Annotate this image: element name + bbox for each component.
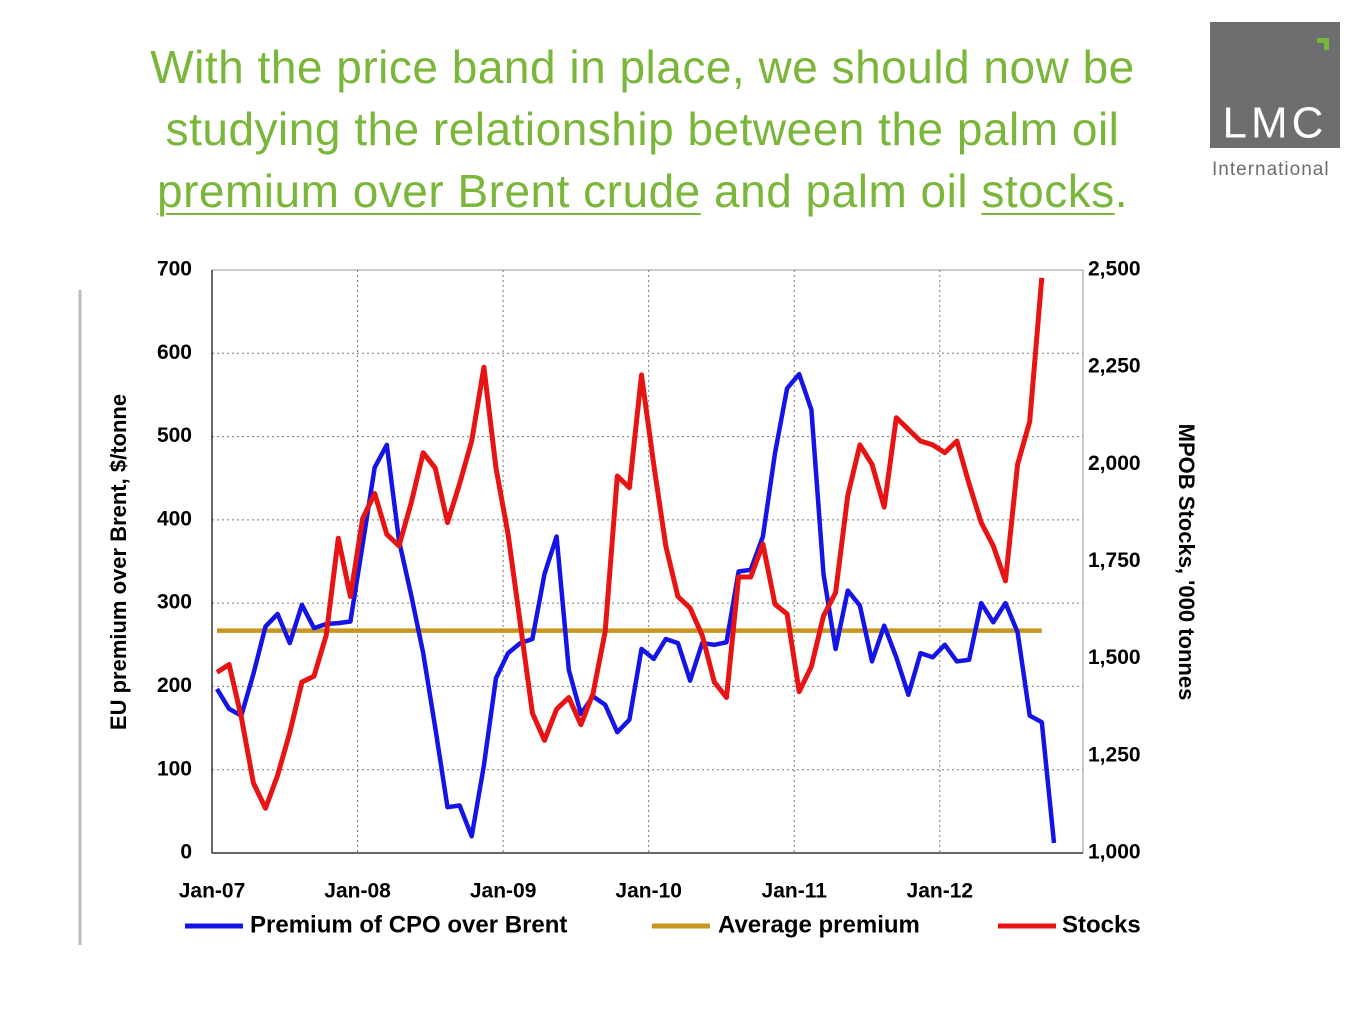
logo-corner — [1317, 38, 1329, 50]
title-text: With the price band in place, we should … — [150, 41, 1135, 155]
series-line — [215, 277, 1045, 811]
y-tick-label: 0 — [180, 841, 192, 864]
logo: LMC International — [1210, 22, 1340, 180]
y2-tick-label: 2,000 — [1088, 452, 1141, 475]
y-tick-label: 100 — [157, 757, 192, 780]
y-tick-label: 500 — [157, 424, 192, 447]
y2-tick-label: 1,250 — [1088, 743, 1141, 766]
y2-tick-label: 2,500 — [1088, 258, 1141, 281]
x-tick-label: Jan-09 — [470, 880, 537, 903]
title-text: . — [1114, 165, 1129, 217]
y2-tick-label: 1,500 — [1088, 646, 1141, 669]
y-tick-label: 200 — [157, 674, 192, 697]
y-tick-label: 600 — [157, 341, 192, 364]
y2-tick-label: 1,000 — [1088, 841, 1141, 864]
legend-label: Premium of CPO over Brent — [250, 911, 567, 938]
x-tick-label: Jan-07 — [179, 880, 246, 903]
series-line — [215, 371, 1057, 844]
y-tick-label: 400 — [157, 507, 192, 530]
y2-tick-label: 1,750 — [1088, 549, 1141, 572]
title-text: and palm oil — [700, 165, 982, 217]
y-tick-label: 700 — [157, 258, 192, 281]
title-text: stocks — [981, 165, 1115, 217]
legend-label: Stocks — [1062, 911, 1141, 938]
logo-name: LMC — [1223, 99, 1328, 148]
x-tick-label: Jan-12 — [907, 880, 974, 903]
x-tick-label: Jan-11 — [762, 880, 828, 903]
x-tick-label: Jan-08 — [324, 880, 391, 903]
y-tick-label: 300 — [157, 591, 192, 614]
logo-subtitle: International — [1212, 159, 1330, 180]
y2-tick-label: 2,250 — [1088, 355, 1141, 378]
slide-title: With the price band in place, we should … — [80, 36, 1205, 222]
x-tick-label: Jan-10 — [615, 880, 682, 903]
y-axis-label: EU premium over Brent, $/tonne — [106, 394, 131, 730]
legend-label: Average premium — [718, 911, 920, 938]
title-text: premium over Brent crude — [156, 165, 701, 217]
y2-axis-label: MPOB Stocks, '000 tonnes — [1174, 424, 1199, 701]
